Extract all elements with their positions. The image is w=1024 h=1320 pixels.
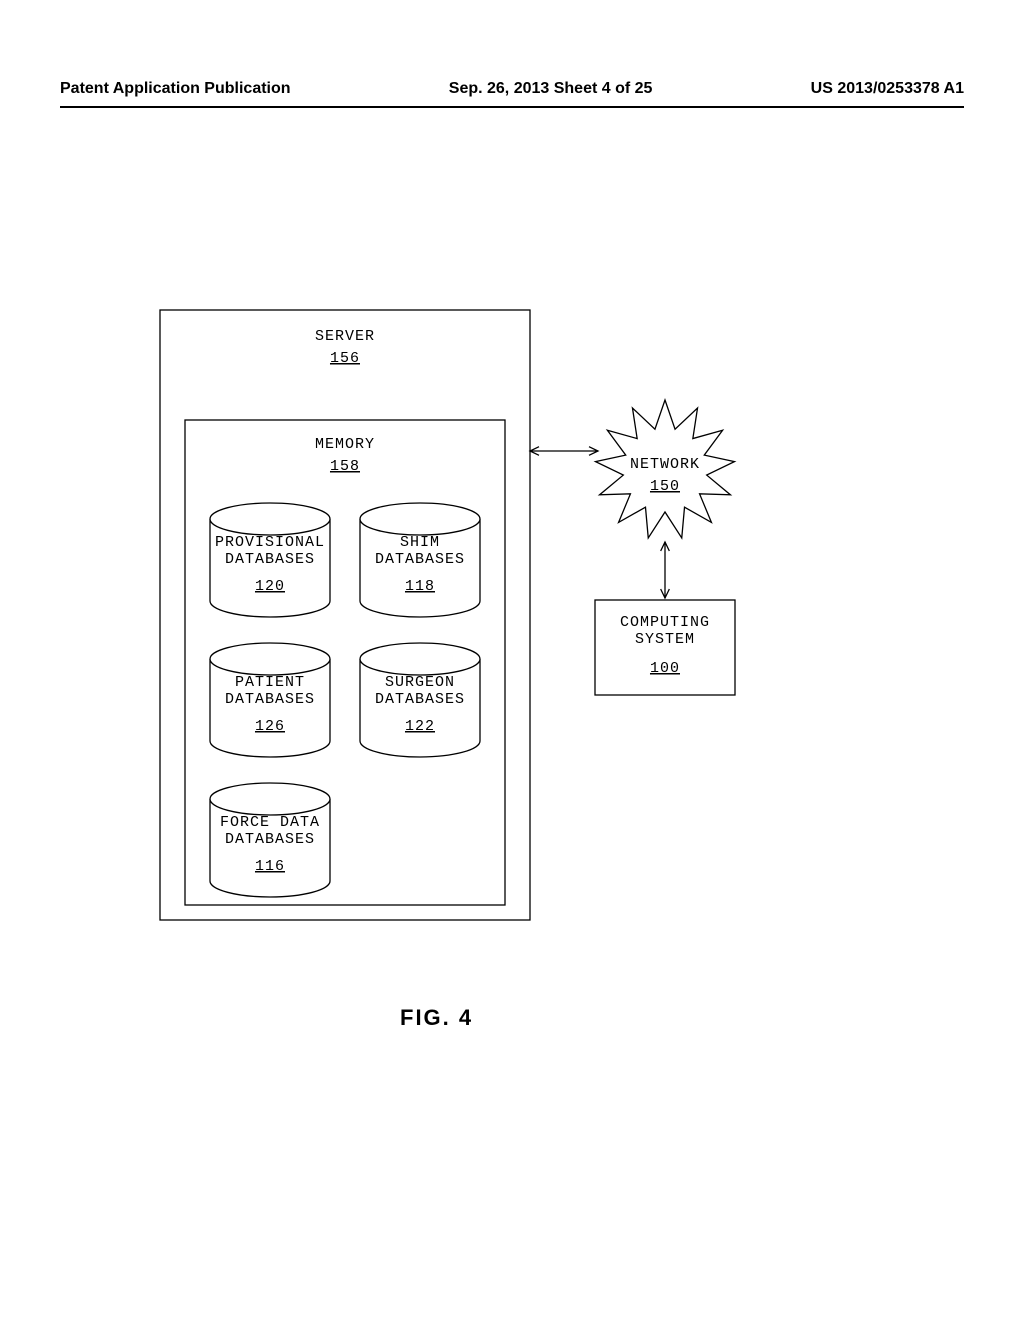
svg-text:156: 156 bbox=[330, 350, 360, 367]
svg-text:PROVISIONAL: PROVISIONAL bbox=[215, 534, 325, 551]
svg-text:118: 118 bbox=[405, 578, 435, 595]
svg-text:DATABASES: DATABASES bbox=[225, 551, 315, 568]
svg-text:FORCE DATA: FORCE DATA bbox=[220, 814, 320, 831]
svg-text:NETWORK: NETWORK bbox=[630, 456, 700, 473]
svg-text:COMPUTING: COMPUTING bbox=[620, 614, 710, 631]
svg-text:SERVER: SERVER bbox=[315, 328, 375, 345]
svg-text:122: 122 bbox=[405, 718, 435, 735]
svg-text:SYSTEM: SYSTEM bbox=[635, 631, 695, 648]
svg-text:DATABASES: DATABASES bbox=[225, 831, 315, 848]
svg-text:116: 116 bbox=[255, 858, 285, 875]
svg-text:100: 100 bbox=[650, 660, 680, 677]
svg-text:MEMORY: MEMORY bbox=[315, 436, 375, 453]
svg-text:126: 126 bbox=[255, 718, 285, 735]
svg-text:PATIENT: PATIENT bbox=[235, 674, 305, 691]
figure-svg: SERVER156MEMORY158PROVISIONALDATABASES12… bbox=[0, 0, 1024, 1320]
server-box bbox=[160, 310, 530, 920]
svg-text:DATABASES: DATABASES bbox=[375, 691, 465, 708]
svg-text:158: 158 bbox=[330, 458, 360, 475]
svg-text:SHIM: SHIM bbox=[400, 534, 440, 551]
svg-text:DATABASES: DATABASES bbox=[225, 691, 315, 708]
svg-text:120: 120 bbox=[255, 578, 285, 595]
svg-text:150: 150 bbox=[650, 478, 680, 495]
figure-label: FIG. 4 bbox=[400, 1005, 473, 1031]
svg-text:DATABASES: DATABASES bbox=[375, 551, 465, 568]
svg-text:SURGEON: SURGEON bbox=[385, 674, 455, 691]
